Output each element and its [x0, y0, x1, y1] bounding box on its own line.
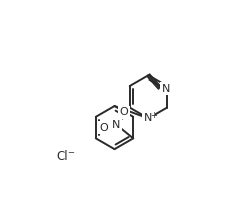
Text: O: O — [120, 107, 128, 117]
Text: O: O — [100, 123, 108, 133]
Text: N: N — [162, 84, 170, 94]
Text: +: + — [150, 111, 157, 120]
Text: −: − — [68, 149, 75, 157]
Text: N: N — [144, 113, 153, 123]
Text: N: N — [112, 120, 121, 129]
Text: Cl: Cl — [56, 150, 68, 163]
